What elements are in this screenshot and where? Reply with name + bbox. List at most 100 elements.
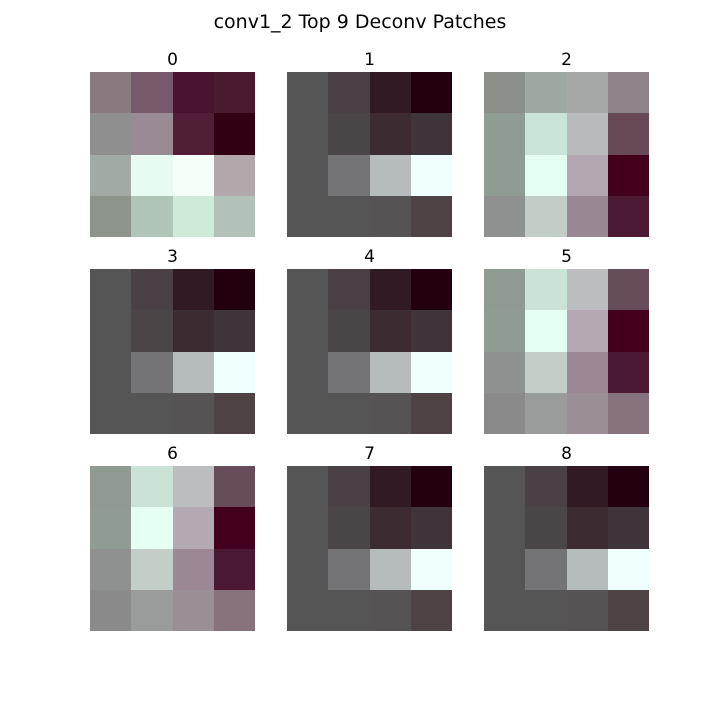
patch-cell [328,351,370,393]
patch-cell [90,310,132,352]
patch-label: 4 [364,247,375,267]
patch-cell [369,351,411,393]
patch-cell [484,310,526,352]
patch-cell [90,392,132,434]
patch-cell [172,589,214,631]
patch-grid [90,269,255,434]
patch-cell [287,72,329,114]
patch-cell [213,392,255,434]
patch-cell [172,310,214,352]
patch-cell [172,195,214,237]
patch-cell [607,392,649,434]
patch-cell [525,466,567,508]
patch-cell [369,392,411,434]
patch-panel-5: 5 [484,247,649,434]
patch-cell [131,154,173,196]
patch-cell [328,113,370,155]
patch-cell [484,507,526,549]
patch-cell [525,195,567,237]
patch-cell [90,113,132,155]
patch-label: 6 [167,444,178,464]
patch-cell [525,154,567,196]
patch-cell [131,195,173,237]
patch-cell [484,392,526,434]
patch-cell [287,310,329,352]
patch-cell [525,589,567,631]
patch-label: 3 [167,247,178,267]
patch-cell [607,507,649,549]
patch-cell [213,351,255,393]
patch-cell [566,154,608,196]
patch-cell [525,507,567,549]
patch-cell [607,589,649,631]
patch-cell [90,269,132,311]
patch-cell [287,392,329,434]
patch-cell [525,269,567,311]
patch-cell [566,392,608,434]
patch-cell [172,154,214,196]
patch-cell [525,392,567,434]
patch-cell [607,154,649,196]
patch-cell [525,113,567,155]
patch-grid [484,269,649,434]
patch-cell [328,548,370,590]
patch-cell [607,466,649,508]
patch-panel-6: 6 [90,444,255,631]
patch-cell [566,351,608,393]
patch-cell [90,195,132,237]
patch-panel-1: 1 [287,50,452,237]
patch-cell [287,351,329,393]
patch-cell [287,113,329,155]
patch-cell [369,269,411,311]
patch-cell [131,113,173,155]
patch-cell [328,392,370,434]
patch-cell [607,269,649,311]
patch-cell [410,351,452,393]
patch-grid [287,72,452,237]
patch-cell [484,466,526,508]
patch-label: 0 [167,50,178,70]
patch-panel-0: 0 [90,50,255,237]
patch-cell [484,195,526,237]
patch-panel-4: 4 [287,247,452,434]
patch-cell [131,269,173,311]
patch-cell [213,72,255,114]
patch-cell [484,154,526,196]
patch-cell [566,195,608,237]
patch-cell [566,548,608,590]
patch-cell [131,466,173,508]
patch-cell [410,72,452,114]
patch-grid [287,466,452,631]
patch-grid [287,269,452,434]
patch-cell [484,351,526,393]
patch-cell [410,466,452,508]
patch-cell [90,548,132,590]
patch-label: 7 [364,444,375,464]
patch-cell [287,154,329,196]
patch-cell [213,507,255,549]
patch-panel-8: 8 [484,444,649,631]
patch-cell [172,113,214,155]
patch-cell [90,466,132,508]
patch-grid [90,466,255,631]
patch-cell [410,154,452,196]
patch-cell [328,466,370,508]
patch-cell [410,507,452,549]
patch-cell [172,507,214,549]
patch-cell [484,113,526,155]
patch-cell [213,195,255,237]
patch-cell [410,113,452,155]
figure-title: conv1_2 Top 9 Deconv Patches [213,11,507,33]
patch-cell [484,269,526,311]
patch-cell [131,310,173,352]
patch-cell [607,310,649,352]
patch-cell [369,195,411,237]
patch-cell [90,72,132,114]
patch-cell [369,507,411,549]
patch-cell [566,466,608,508]
patch-cell [328,269,370,311]
patch-cell [566,269,608,311]
patch-cell [90,589,132,631]
patch-cell [607,351,649,393]
patch-cell [484,589,526,631]
